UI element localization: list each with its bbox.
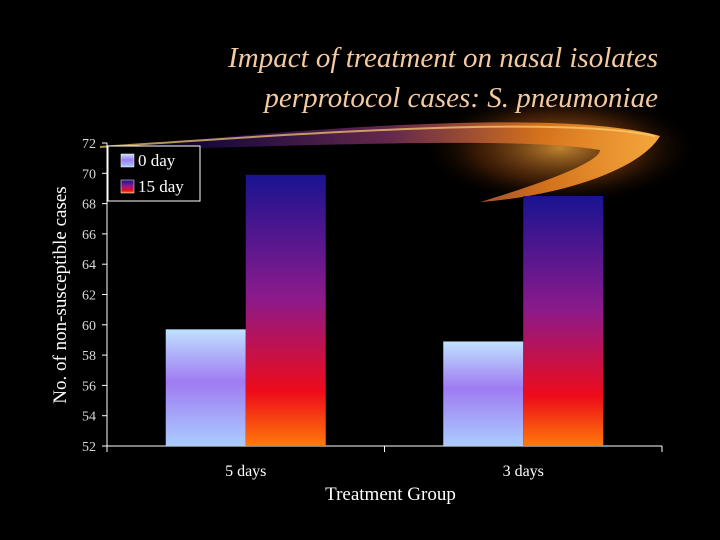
y-tick-label: 72	[82, 137, 96, 152]
y-tick-label: 56	[82, 379, 96, 394]
legend-swatch-0-day	[120, 153, 135, 168]
legend-label-0-day: 0 day	[138, 151, 176, 170]
bar-0-day-5-days	[165, 329, 246, 446]
bar-15-day-5-days	[245, 174, 326, 446]
y-tick-label: 60	[82, 319, 96, 334]
y-tick-label: 66	[82, 228, 96, 243]
x-category-label: 3 days	[503, 463, 544, 480]
y-axis-title: No. of non-susceptible cases	[50, 186, 71, 403]
x-axis-title: Treatment Group	[325, 484, 456, 505]
y-tick-label: 58	[82, 349, 96, 364]
slide-title-line-1: Impact of treatment on nasal isolates	[228, 42, 658, 74]
legend-label-15-day: 15 day	[138, 177, 184, 196]
x-category-label: 5 days	[225, 463, 266, 480]
slide-title-line-2: perprotocol cases: S. pneumoniae	[264, 82, 658, 114]
bar-15-day-3-days	[523, 196, 604, 446]
y-tick-label: 64	[82, 258, 96, 273]
bar-0-day-3-days	[443, 341, 524, 446]
y-tick-label: 70	[82, 167, 96, 182]
y-tick-label: 54	[82, 410, 96, 425]
y-tick-label: 52	[82, 440, 96, 455]
y-tick-label: 68	[82, 198, 96, 213]
y-tick-label: 62	[82, 289, 96, 304]
legend-swatch-15-day	[120, 179, 135, 194]
